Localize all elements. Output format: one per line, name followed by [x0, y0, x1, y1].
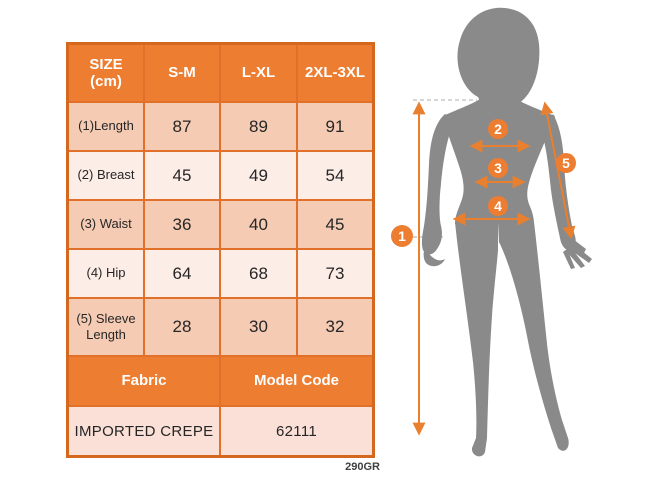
length-l-xl: 89 — [221, 103, 296, 150]
measurement-figure: 1 2 3 4 5 — [391, 7, 592, 457]
corner-header-size-cm: SIZE (cm) — [69, 45, 143, 101]
fabric-value: IMPORTED CREPE — [69, 407, 219, 455]
corner-header-line2: (cm) — [90, 73, 122, 90]
hip-l-xl: 68 — [221, 250, 296, 297]
breast-2xl-3xl: 54 — [298, 152, 372, 199]
length-s-m: 87 — [145, 103, 219, 150]
silhouette-head — [457, 7, 540, 110]
silhouette-right-hand — [563, 236, 592, 269]
sleeve-arrow — [540, 101, 576, 240]
row-label-hip: (4) Hip — [69, 250, 143, 297]
sleeve-l-xl: 30 — [221, 299, 296, 355]
marker-2-breast: 2 — [488, 119, 508, 139]
measurement-arrows — [412, 101, 576, 436]
row-label-length: (1)Length — [69, 103, 143, 150]
female-silhouette — [421, 7, 592, 457]
marker-3-label: 3 — [494, 160, 502, 176]
size-chart-table: SIZE (cm) S-M L-XL 2XL-3XL (1)Length 87 … — [66, 42, 375, 458]
length-2xl-3xl: 91 — [298, 103, 372, 150]
waist-s-m: 36 — [145, 201, 219, 248]
marker-5-label: 5 — [562, 155, 570, 171]
marker-5-sleeve: 5 — [556, 153, 576, 173]
weight-note: 290GR — [345, 461, 380, 473]
breast-l-xl: 49 — [221, 152, 296, 199]
hip-s-m: 64 — [145, 250, 219, 297]
model-code-header: Model Code — [221, 357, 372, 405]
silhouette-left-arm — [421, 114, 455, 255]
model-code-value: 62111 — [221, 407, 372, 455]
row-label-breast: (2) Breast — [69, 152, 143, 199]
row-label-sleeve-length: (5) Sleeve Length — [69, 299, 143, 355]
silhouette-right-leg — [498, 222, 569, 451]
sleeve-2xl-3xl: 32 — [298, 299, 372, 355]
waist-l-xl: 40 — [221, 201, 296, 248]
marker-4-hip: 4 — [488, 196, 508, 216]
measurement-markers: 1 2 3 4 5 — [391, 119, 576, 247]
waist-2xl-3xl: 45 — [298, 201, 372, 248]
marker-4-label: 4 — [494, 198, 502, 214]
marker-1-length: 1 — [391, 225, 413, 247]
hip-2xl-3xl: 73 — [298, 250, 372, 297]
marker-3-waist: 3 — [488, 158, 508, 178]
sleeve-s-m: 28 — [145, 299, 219, 355]
col-header-2xl-3xl: 2XL-3XL — [298, 45, 372, 101]
row-label-waist: (3) Waist — [69, 201, 143, 248]
corner-header-line1: SIZE — [89, 55, 123, 73]
breast-s-m: 45 — [145, 152, 219, 199]
col-header-s-m: S-M — [145, 45, 219, 101]
marker-1-label: 1 — [398, 228, 406, 244]
col-header-l-xl: L-XL — [221, 45, 296, 101]
silhouette-left-hand — [423, 248, 445, 267]
marker-2-label: 2 — [494, 121, 502, 137]
fabric-header: Fabric — [69, 357, 219, 405]
silhouette-left-leg — [455, 222, 498, 457]
